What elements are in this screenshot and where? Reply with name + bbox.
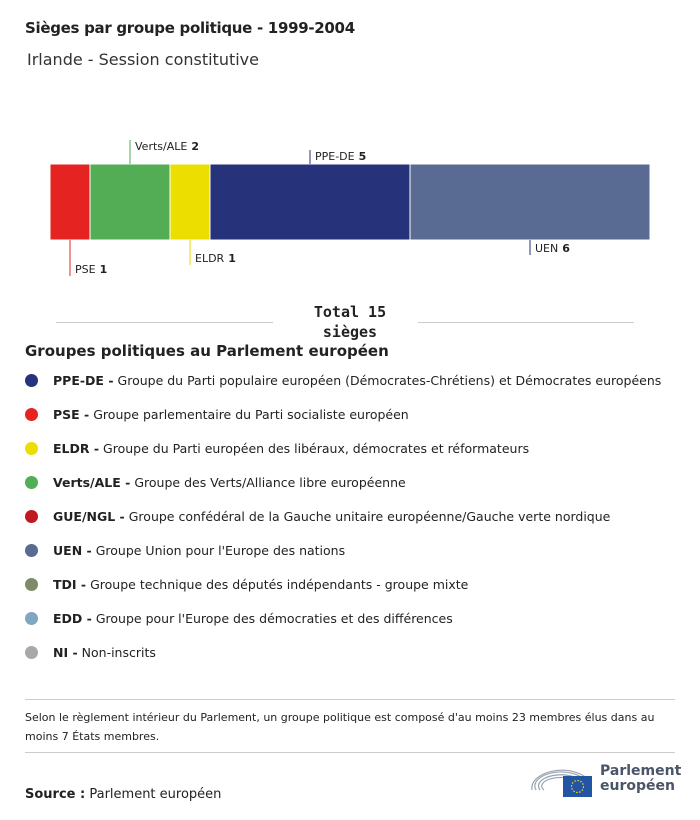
legend-name: Non-inscrits	[81, 645, 156, 660]
logo-text: Parlement européen	[600, 763, 682, 794]
legend-abbr: ELDR -	[53, 441, 100, 456]
legend-dot	[25, 544, 38, 557]
legend-dot	[25, 578, 38, 591]
legend-name: Groupe du Parti populaire européen (Démo…	[117, 373, 662, 388]
legend-dot	[25, 646, 38, 659]
ep-logo: Parlement européen	[530, 760, 682, 798]
legend-abbr: NI -	[53, 645, 78, 660]
divider-right	[418, 322, 634, 323]
legend-item: TDI - Groupe technique des députés indépe…	[25, 577, 468, 592]
legend-dot	[25, 476, 38, 489]
bar-segment-ppede	[209, 163, 411, 241]
legend-item: EDD - Groupe pour l'Europe des démocratie…	[25, 611, 453, 626]
total-seats: Total 15 sièges	[313, 303, 387, 341]
legend-dot	[25, 408, 38, 421]
legend-name: Groupe confédéral de la Gauche unitaire …	[128, 509, 611, 524]
legend-item: Verts/ALE - Groupe des Verts/Alliance lib…	[25, 475, 406, 490]
data-label: PPE-DE 5	[315, 150, 366, 163]
legend-abbr: GUE/NGL -	[53, 509, 125, 524]
legend-name: Groupe pour l'Europe des démocraties et …	[95, 611, 453, 626]
chart-title: Sièges par groupe politique - 1999-2004	[25, 19, 355, 37]
footnote: Selon le règlement intérieur du Parlemen…	[25, 711, 655, 743]
hemicycle-flag-icon	[531, 769, 592, 797]
legend-name: Groupe parlementaire du Parti socialiste…	[93, 407, 409, 422]
stacked-bar-chart: PSE 1 Verts/ALE 2 ELDR 1 PPE-DE 5 UEN 6	[49, 140, 651, 276]
data-label: PSE 1	[75, 263, 107, 276]
legend-name: Groupe des Verts/Alliance libre européen…	[134, 475, 406, 490]
bar-segment-pse	[49, 163, 91, 241]
source-value: Parlement européen	[89, 787, 222, 802]
legend-abbr: TDI -	[53, 577, 87, 592]
divider	[25, 752, 675, 753]
data-label: UEN 6	[535, 242, 570, 255]
legend-dot	[25, 510, 38, 523]
legend-dot	[25, 442, 38, 455]
legend-title: Groupes politiques au Parlement européen	[25, 342, 389, 360]
legend-item: GUE/NGL - Groupe confédéral de la Gauche …	[25, 509, 610, 524]
source-label: Source :	[25, 787, 86, 802]
legend-abbr: PSE -	[53, 407, 90, 422]
chart-subtitle: Irlande - Session constitutive	[27, 50, 259, 69]
legend-item: PPE-DE - Groupe du Parti populaire europé…	[25, 373, 661, 388]
legend-abbr: EDD -	[53, 611, 92, 626]
source: Source : Parlement européen	[25, 787, 221, 802]
legend-dot	[25, 374, 38, 387]
legend-item: NI - Non-inscrits	[25, 645, 156, 660]
data-label: ELDR 1	[195, 252, 236, 265]
divider	[25, 699, 675, 700]
data-label: Verts/ALE 2	[135, 140, 199, 153]
legend-item: UEN - Groupe Union pour l'Europe des nati…	[25, 543, 345, 558]
legend-dot	[25, 612, 38, 625]
divider-left	[56, 322, 273, 323]
legend-item: PSE - Groupe parlementaire du Parti socia…	[25, 407, 409, 422]
legend-name: Groupe du Parti européen des libéraux, d…	[103, 441, 530, 456]
bar-segment-uen	[409, 163, 651, 241]
legend-name: Groupe technique des députés indépendant…	[90, 577, 469, 592]
legend-abbr: PPE-DE -	[53, 373, 114, 388]
bar-segment-eldr	[169, 163, 211, 241]
legend-abbr: Verts/ALE -	[53, 475, 131, 490]
bar-segment-vertsale	[89, 163, 171, 241]
legend-item: ELDR - Groupe du Parti européen des libér…	[25, 441, 529, 456]
legend-name: Groupe Union pour l'Europe des nations	[95, 543, 346, 558]
legend-abbr: UEN -	[53, 543, 92, 558]
